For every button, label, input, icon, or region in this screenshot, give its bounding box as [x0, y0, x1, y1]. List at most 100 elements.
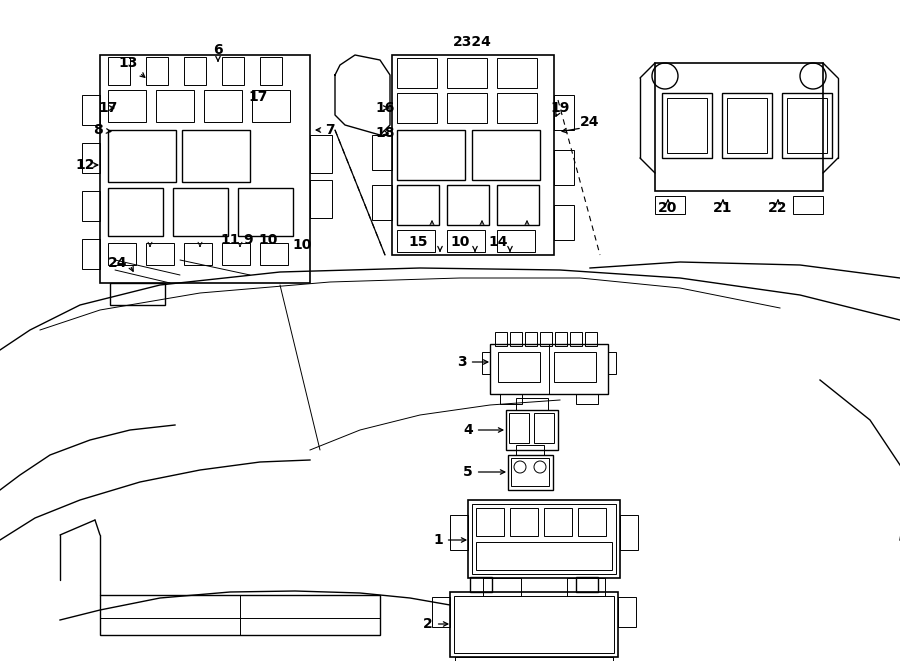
Bar: [238, 188, 293, 236]
Bar: [108, 188, 163, 236]
Bar: [392, 55, 554, 255]
Text: 10: 10: [450, 235, 470, 249]
Bar: [482, 352, 490, 374]
Bar: [570, 332, 582, 346]
Bar: [498, 352, 540, 382]
Bar: [108, 130, 176, 182]
Bar: [184, 57, 206, 85]
Text: 18: 18: [375, 126, 395, 140]
Bar: [455, 657, 613, 661]
Bar: [511, 458, 549, 486]
Text: 16: 16: [375, 101, 395, 115]
Text: 10: 10: [292, 238, 311, 252]
Bar: [544, 508, 572, 536]
Text: 20: 20: [658, 201, 678, 215]
Bar: [82, 95, 100, 125]
Bar: [173, 188, 228, 236]
Bar: [447, 185, 489, 225]
Bar: [662, 93, 712, 158]
Bar: [82, 191, 100, 221]
Text: 2324: 2324: [453, 35, 491, 49]
Bar: [608, 352, 616, 374]
Bar: [397, 58, 437, 88]
Bar: [146, 243, 174, 265]
Bar: [182, 130, 250, 182]
Bar: [260, 57, 282, 85]
Bar: [483, 578, 521, 596]
Bar: [100, 595, 380, 635]
Bar: [260, 243, 288, 265]
Text: 17: 17: [248, 90, 267, 104]
Bar: [108, 90, 146, 122]
Bar: [525, 332, 537, 346]
Bar: [454, 596, 614, 653]
Text: 6: 6: [213, 43, 223, 57]
Bar: [204, 90, 242, 122]
Bar: [184, 243, 212, 265]
Bar: [516, 445, 544, 455]
Bar: [447, 230, 485, 252]
Text: 22: 22: [769, 201, 788, 215]
Text: 3: 3: [457, 355, 488, 369]
Bar: [397, 93, 437, 123]
Text: 5: 5: [464, 465, 505, 479]
Bar: [397, 230, 435, 252]
Bar: [450, 592, 618, 657]
Bar: [554, 205, 574, 240]
Text: 13: 13: [118, 56, 145, 77]
Bar: [82, 143, 100, 173]
Bar: [555, 332, 567, 346]
Bar: [508, 455, 553, 490]
Bar: [576, 577, 598, 592]
Bar: [516, 398, 548, 410]
Bar: [620, 515, 638, 550]
Text: 9: 9: [243, 233, 253, 247]
Bar: [447, 93, 487, 123]
Text: 1: 1: [433, 533, 466, 547]
Bar: [447, 58, 487, 88]
Bar: [567, 578, 605, 596]
Bar: [490, 344, 608, 394]
Text: 7: 7: [316, 123, 335, 137]
Bar: [497, 185, 539, 225]
Text: 8: 8: [93, 123, 111, 137]
Bar: [108, 243, 136, 265]
Bar: [540, 332, 552, 346]
Bar: [450, 515, 468, 550]
Text: 24: 24: [580, 115, 599, 129]
Text: 24: 24: [108, 256, 128, 270]
Bar: [497, 230, 535, 252]
Text: 11: 11: [220, 233, 239, 247]
Bar: [578, 508, 606, 536]
Bar: [793, 196, 823, 214]
Bar: [782, 93, 832, 158]
Bar: [509, 413, 529, 443]
Bar: [787, 98, 827, 153]
Text: 19: 19: [550, 101, 570, 115]
Bar: [397, 185, 439, 225]
Bar: [110, 283, 165, 305]
Bar: [576, 394, 598, 404]
Bar: [655, 63, 823, 191]
Bar: [554, 95, 574, 130]
Bar: [82, 239, 100, 269]
Bar: [472, 130, 540, 180]
Text: 21: 21: [713, 201, 733, 215]
Bar: [108, 57, 130, 85]
Bar: [252, 90, 290, 122]
Bar: [618, 597, 636, 627]
Text: 15: 15: [409, 235, 428, 249]
Bar: [222, 243, 250, 265]
Bar: [534, 413, 554, 443]
Bar: [506, 410, 558, 450]
Text: 4: 4: [464, 423, 503, 437]
Bar: [372, 185, 392, 220]
Bar: [222, 57, 244, 85]
Text: 17: 17: [98, 101, 118, 115]
Bar: [310, 180, 332, 218]
Bar: [500, 394, 522, 404]
Bar: [585, 332, 597, 346]
Bar: [510, 332, 522, 346]
Bar: [310, 135, 332, 173]
Bar: [497, 93, 537, 123]
